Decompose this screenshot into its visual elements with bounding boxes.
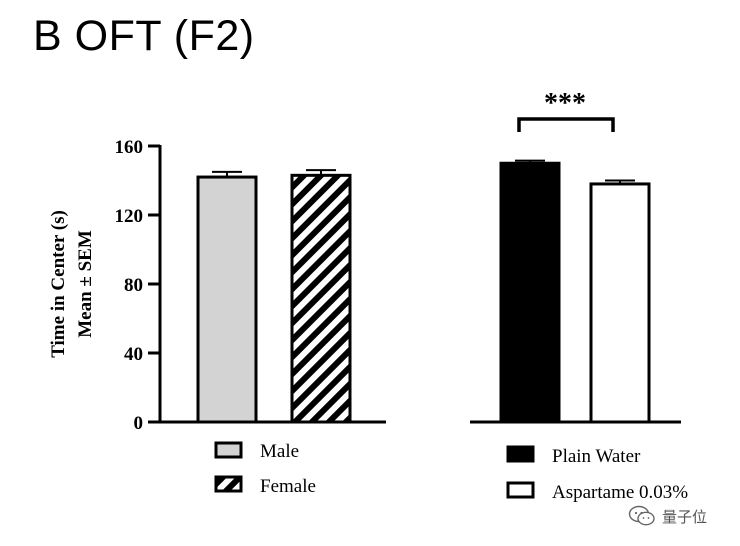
bar-male — [196, 175, 258, 424]
page-title: B OFT (F2) — [33, 12, 255, 60]
y-tick-label: 160 — [115, 137, 144, 158]
y-tick-label: 120 — [115, 206, 144, 227]
y-tick-label: 0 — [134, 413, 144, 434]
left-legend: Male Female — [214, 441, 316, 497]
wechat-icon — [628, 505, 655, 526]
legend-label-male: Male — [260, 441, 299, 462]
left-y-ticks: 0 40 80 120 160 — [115, 137, 160, 434]
bracket-line — [517, 117, 615, 132]
right-legend: Plain Water Aspartame 0.03% — [506, 445, 688, 503]
legend-label-plain-water: Plain Water — [552, 446, 641, 467]
bar-aspartame-0-03- — [589, 182, 651, 424]
y-tick-label: 80 — [124, 275, 143, 296]
right-panel: *** — [470, 88, 681, 424]
watermark: 量子位 — [628, 505, 707, 527]
significance-label: *** — [544, 88, 586, 119]
right-bars — [499, 159, 651, 424]
bar-plain-water — [499, 161, 561, 424]
left-bars — [196, 169, 352, 424]
bar-female — [290, 173, 352, 424]
left-panel: 0 40 80 120 160 Time in Center (s) Mean ± SE… — [48, 137, 386, 434]
legend-label-aspartame: Aspartame 0.03% — [552, 482, 688, 503]
y-axis-sublabel: Mean ± SEM — [75, 230, 96, 338]
legend-swatch-plain-water — [506, 445, 535, 463]
legend-label-female: Female — [260, 476, 316, 497]
legend-swatch-male — [214, 441, 243, 459]
legend-swatch-female — [214, 475, 243, 493]
legend-swatch-aspartame — [506, 481, 535, 499]
y-axis-label: Time in Center (s) — [48, 210, 69, 358]
watermark-text: 量子位 — [662, 507, 708, 526]
significance-bracket — [517, 117, 615, 132]
y-tick-label: 40 — [124, 344, 143, 365]
